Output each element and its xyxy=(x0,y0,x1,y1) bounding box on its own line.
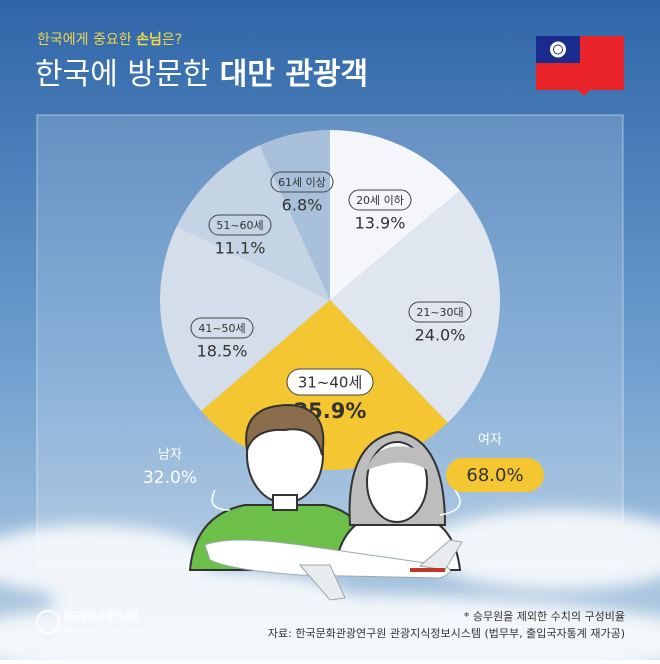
footnote: * 승무원을 제외한 수치의 구성비율 xyxy=(464,610,625,623)
pointer-male xyxy=(211,489,231,511)
logo-sub: Korea Culture & Tourism Institute xyxy=(64,628,147,634)
source: 자료: 한국문화관광연구원 관광지식정보시스템 (법무부, 출입국자통계 재가공… xyxy=(268,627,625,640)
category-pill xyxy=(190,317,254,339)
category-pill xyxy=(208,214,272,236)
gender-value: 68.0% xyxy=(466,465,523,486)
category-pill xyxy=(348,189,412,211)
title: 한국에 방문한 대만 관광객 xyxy=(35,57,368,92)
gender-pill xyxy=(446,458,544,492)
gender-label: 여자 xyxy=(478,433,502,448)
logo-icon xyxy=(36,610,60,634)
pie-slice xyxy=(176,145,330,300)
pointer-female xyxy=(439,489,461,516)
category-pill xyxy=(270,171,334,193)
gender-value: 32.0% xyxy=(143,468,197,488)
logo-name: 한국문화관광연구원 xyxy=(64,611,139,623)
category-label: 20세 이하 xyxy=(356,193,404,207)
pie-slice xyxy=(330,130,461,300)
value-label: 6.8% xyxy=(282,196,323,215)
category-pill xyxy=(286,368,374,396)
kicker: 한국에게 중요한 손님은? xyxy=(37,32,182,48)
value-label: 13.9% xyxy=(355,214,406,233)
category-pill xyxy=(408,301,472,323)
airplane xyxy=(204,539,463,601)
category-label: 21~30대 xyxy=(416,306,463,319)
taiwan-flag xyxy=(536,36,624,96)
category-label: 41~50세 xyxy=(198,322,245,335)
gender-label: 남자 xyxy=(158,448,182,463)
value-label: 18.5% xyxy=(197,342,248,361)
value-label: 24.0% xyxy=(415,326,466,345)
clouds xyxy=(0,510,660,664)
category-label: 31~40세 xyxy=(298,374,363,392)
value-label: 11.1% xyxy=(215,239,266,258)
category-label: 61세 이상 xyxy=(278,176,326,189)
category-label: 51~60세 xyxy=(216,219,263,232)
pie-slice xyxy=(330,190,501,423)
